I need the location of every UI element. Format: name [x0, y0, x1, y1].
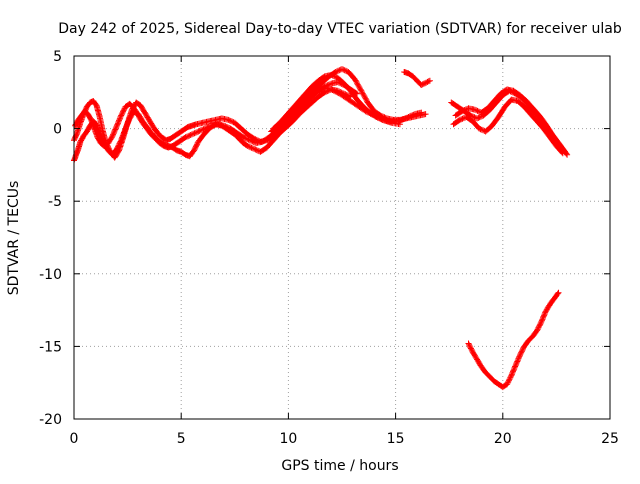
chart-title: Day 242 of 2025, Sidereal Day-to-day VTE…	[58, 21, 622, 37]
y-tick-label: -15	[39, 339, 62, 355]
series-track-f	[302, 84, 403, 128]
y-tick-label: 0	[53, 122, 62, 138]
axis-layer: 0 5 10 15 20 25 -20 -15 -10 -5 0 5	[39, 49, 619, 447]
x-tick-label: 10	[279, 431, 297, 447]
data-markers	[448, 87, 571, 158]
series-layer	[71, 66, 571, 391]
x-tick-label: 5	[177, 431, 186, 447]
series-track-j	[452, 86, 568, 155]
data-markers	[302, 84, 403, 128]
series-track-i	[450, 96, 566, 157]
y-tick-label: -5	[48, 194, 62, 210]
series-track-c	[72, 100, 292, 151]
x-axis-label: GPS time / hours	[281, 458, 398, 474]
data-markers	[450, 96, 566, 157]
data-markers	[465, 289, 562, 391]
plot-border	[73, 55, 611, 420]
data-markers	[452, 86, 568, 155]
x-tick-label: 25	[601, 431, 619, 447]
y-axis-label: SDTVAR / TECUs	[6, 181, 22, 296]
x-tick-label: 20	[494, 431, 512, 447]
y-tick-label: 5	[53, 49, 62, 65]
data-markers	[401, 69, 433, 88]
series-track-k	[465, 289, 562, 391]
x-tick-label: 15	[387, 431, 405, 447]
x-tick-label: 0	[70, 431, 79, 447]
series-track-g	[401, 69, 433, 88]
y-tick-label: -20	[39, 412, 62, 428]
data-markers	[72, 100, 292, 151]
y-tick-label: -10	[39, 267, 62, 283]
series-track-h	[448, 87, 571, 158]
